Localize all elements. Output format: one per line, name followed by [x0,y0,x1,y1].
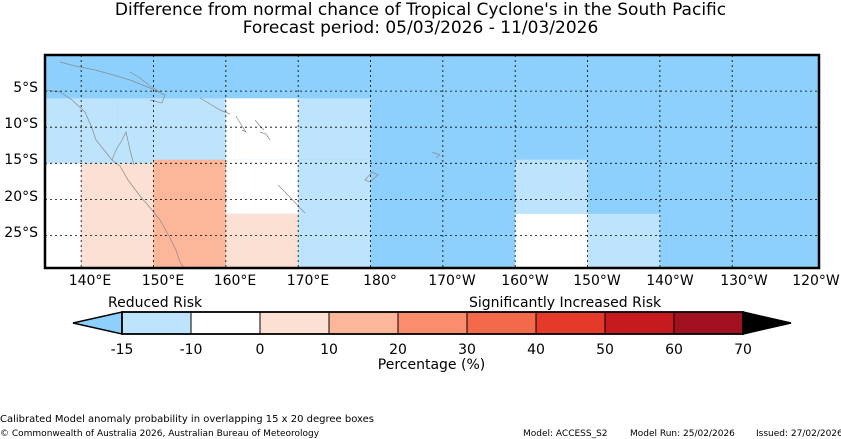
coastline [235,115,248,133]
lon-label-140e: 140°E [68,273,112,289]
colorbar-frame [121,311,744,335]
lon-label-160e: 160°E [213,273,257,289]
colorbar-segment [466,311,537,335]
footer-copyright: © Commonwealth of Australia 2026, Austra… [0,429,320,439]
footer-model-run: Model Run: 25/02/2026 [630,429,735,439]
colorbar-tick: 40 [527,342,545,358]
map-frame [43,53,821,270]
coastline [59,61,166,104]
lon-label-140w: 140°W [646,273,694,289]
anomaly-cell [298,98,371,160]
lat-label-15s: 15°S [4,152,38,168]
coastline [259,131,271,141]
lon-label-150w: 150°W [573,273,621,289]
colorbar-tick: 20 [389,342,407,358]
coastline [119,165,185,269]
lat-label-25s: 25°S [4,225,38,241]
lon-label-120w: 120°W [792,273,840,289]
coastline [277,184,306,214]
lon-label-150e: 150°E [141,273,185,289]
coastline [364,171,379,183]
lon-label-170w: 170°W [428,273,476,289]
footer-description: Calibrated Model anomaly probability in … [0,414,375,425]
anomaly-cell [225,213,299,268]
colorbar-tick: 50 [596,342,614,358]
lon-label-180: 180° [363,273,397,289]
footer-issued: Issued: 27/02/2026 [756,429,841,439]
colorbar-tick: 70 [734,342,752,358]
colorbar-tick: 60 [665,342,683,358]
colorbar-tick: 0 [255,342,265,358]
lat-label-20s: 20°S [4,189,38,205]
colorbar-segment [190,311,261,335]
anomaly-cell [117,98,226,164]
lat-label-5s: 5°S [13,80,38,96]
coastline [199,97,231,115]
map-title: Difference from normal chance of Tropica… [114,0,727,20]
lon-label-170e: 170°E [286,273,330,289]
coastline [44,89,121,167]
colorbar-tick: -10 [179,342,203,358]
colorbar-tick: -15 [110,342,134,358]
lon-label-160w: 160°W [501,273,549,289]
anomaly-cell [45,163,82,268]
colorbar-segment [535,311,606,335]
anomaly-cell [298,159,371,268]
colorbar-segment [604,311,675,335]
colorbar-under-arrow [72,311,123,335]
colorbar-segment [397,311,468,335]
lat-label-10s: 10°S [4,116,38,132]
anomaly-cell [225,98,299,160]
anomaly-cell [515,213,588,268]
coastline [254,119,265,131]
coastline [111,130,135,166]
colorbar-segment [121,311,192,335]
anomaly-cell [587,213,660,268]
colorbar-over-arrow [742,311,792,335]
anomaly-cell [225,159,299,214]
anomaly-cell [81,163,154,268]
anomaly-cell [153,159,226,268]
coastline [431,151,441,159]
anomaly-cell [515,159,588,214]
colorbar-title: Percentage (%) [377,357,486,373]
colorbar-segment [328,311,399,335]
reduced-risk-label: Reduced Risk [108,295,203,311]
colorbar-tick: 30 [458,342,476,358]
colorbar-tick: 10 [320,342,338,358]
footer-model: Model: ACCESS_S2 [523,429,608,439]
increased-risk-label: Significantly Increased Risk [469,295,662,311]
colorbar-segment [259,311,330,335]
coastline [129,71,161,93]
lon-label-130w: 130°W [720,273,768,289]
colorbar-segment [673,311,744,335]
forecast-period: Forecast period: 05/03/2026 - 11/03/2026 [242,18,599,38]
